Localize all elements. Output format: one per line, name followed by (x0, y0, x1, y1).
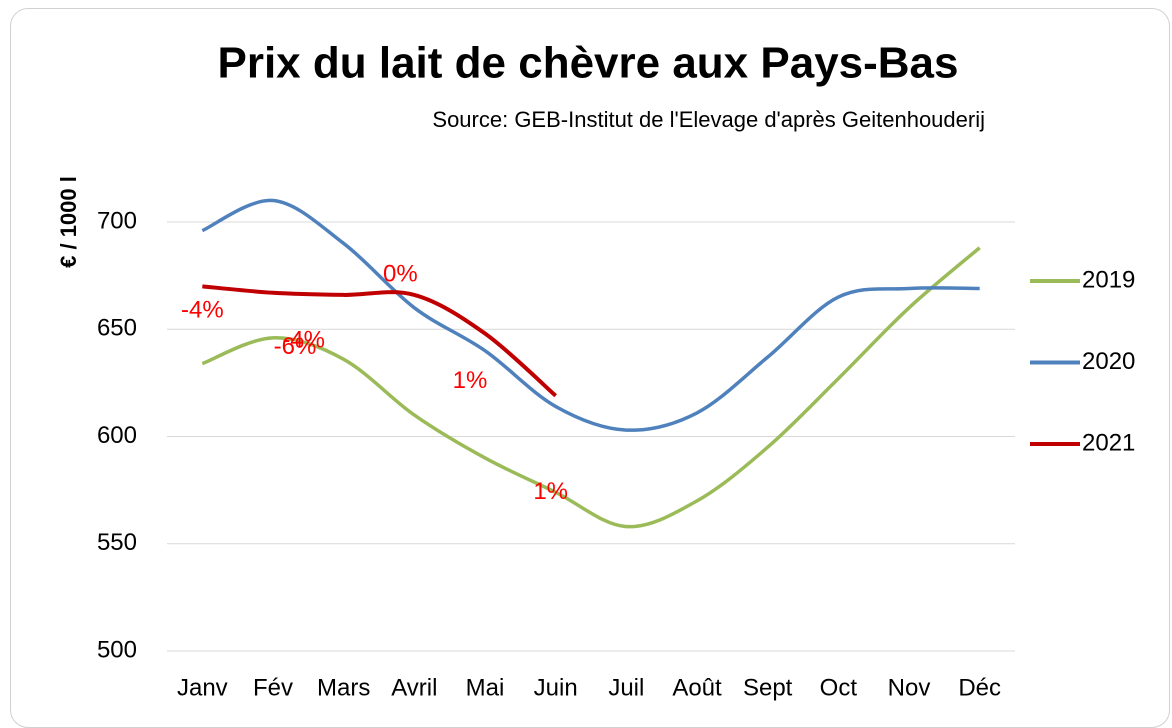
x-tick-label: Nov (888, 674, 931, 701)
series-line (201, 198, 980, 432)
legend-label: 2021 (1082, 429, 1135, 456)
x-tick-label: Août (672, 674, 722, 701)
chart: Prix du lait de chèvre aux Pays-Bas Sour… (56, 39, 1136, 702)
chart-title: Prix du lait de chèvre aux Pays-Bas (217, 39, 958, 88)
x-tick-label: Juil (608, 674, 644, 701)
series-line (201, 246, 981, 529)
series-line (202, 284, 557, 398)
y-axis-label: € / 1000 l (56, 176, 81, 268)
x-tick-label: Juin (534, 674, 578, 701)
y-tick-label: 550 (97, 529, 137, 556)
y-tick-label: 500 (97, 636, 137, 663)
y-tick-label: 600 (97, 422, 137, 449)
legend-label: 2020 (1082, 348, 1135, 375)
x-tick-label: Janv (177, 674, 228, 701)
x-tick-label: Mai (466, 674, 505, 701)
annotation: 1% (533, 478, 568, 505)
annotation: 0% (383, 260, 418, 287)
annotation: -6% (274, 333, 317, 360)
x-tick-label: Sept (743, 674, 793, 701)
chart-subtitle: Source: GEB-Institut de l'Elevage d'aprè… (432, 107, 985, 132)
x-tick-label: Oct (820, 674, 858, 701)
legend-label: 2019 (1082, 266, 1135, 293)
annotation: 1% (453, 367, 488, 394)
y-tick-label: 700 (97, 207, 137, 234)
x-tick-label: Mars (317, 674, 370, 701)
annotation: -4% (181, 297, 224, 324)
x-tick-label: Avril (391, 674, 437, 701)
x-tick-label: Déc (958, 674, 1001, 701)
y-tick-label: 650 (97, 315, 137, 342)
x-tick-label: Fév (253, 674, 293, 701)
annotation: -4% (282, 326, 325, 353)
